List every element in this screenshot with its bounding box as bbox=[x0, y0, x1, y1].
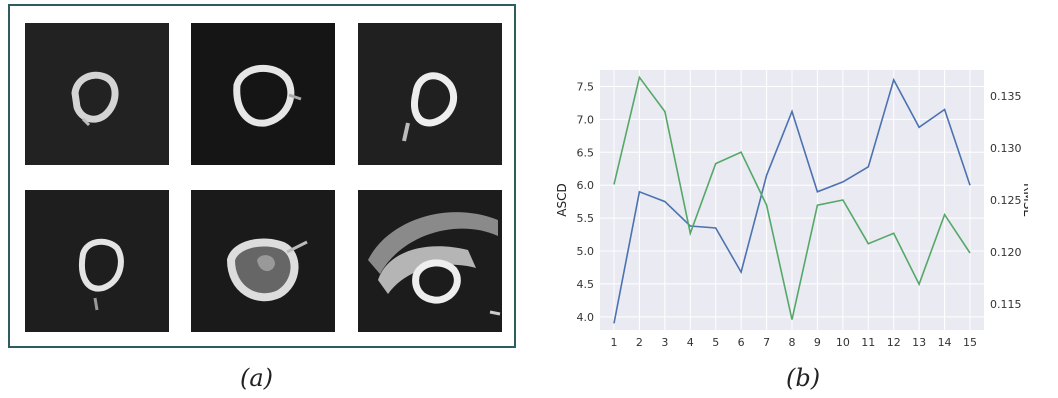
x-tick-label: 2 bbox=[636, 336, 643, 349]
x-tick-label: 5 bbox=[712, 336, 719, 349]
rmse-series-line bbox=[613, 75, 971, 320]
ultrasound-thumbnail bbox=[25, 23, 169, 165]
y-tick-label: 4.0 bbox=[577, 311, 595, 324]
y-tick-label: 5.0 bbox=[577, 245, 595, 258]
x-tick-label: 11 bbox=[861, 336, 875, 349]
x-tick-label: 6 bbox=[738, 336, 745, 349]
ascd-series-line bbox=[613, 77, 971, 324]
caption-a: (a) bbox=[240, 364, 274, 392]
y2-tick-label: 0.115 bbox=[990, 298, 1022, 311]
ultrasound-thumbnail bbox=[191, 190, 335, 332]
x-tick-label: 4 bbox=[687, 336, 694, 349]
image-grid-frame bbox=[8, 4, 516, 348]
ultrasound-thumbnail bbox=[358, 190, 502, 332]
x-tick-label: 12 bbox=[887, 336, 901, 349]
y2-tick-label: 0.135 bbox=[990, 90, 1022, 103]
x-tick-label: 3 bbox=[661, 336, 668, 349]
y2-tick-label: 0.125 bbox=[990, 194, 1022, 207]
y-tick-label: 4.5 bbox=[577, 278, 595, 291]
y-tick-label: 7.0 bbox=[577, 113, 595, 126]
ultrasound-thumbnail bbox=[358, 23, 502, 165]
y2-axis-label: RMSE bbox=[1021, 183, 1028, 217]
caption-b: (b) bbox=[786, 364, 821, 392]
ultrasound-thumbnail bbox=[25, 190, 169, 332]
y-axis-label: ASCD bbox=[555, 183, 569, 216]
x-tick-label: 7 bbox=[763, 336, 770, 349]
y2-tick-label: 0.120 bbox=[990, 246, 1022, 259]
y-tick-label: 6.5 bbox=[577, 146, 595, 159]
x-tick-label: 8 bbox=[789, 336, 796, 349]
x-tick-label: 15 bbox=[963, 336, 977, 349]
ultrasound-thumbnail bbox=[191, 23, 335, 165]
x-tick-label: 14 bbox=[938, 336, 952, 349]
y-tick-label: 7.5 bbox=[577, 80, 595, 93]
y2-tick-label: 0.130 bbox=[990, 142, 1022, 155]
x-tick-label: 9 bbox=[814, 336, 821, 349]
x-tick-label: 13 bbox=[912, 336, 926, 349]
ascd-rmse-line-chart: 1 2 3 4 5 6 7 8 9 10 11 12 13 14 154.04.55.05.56.06.57… bbox=[555, 70, 1028, 349]
y-tick-label: 6.0 bbox=[577, 179, 595, 192]
x-tick-label: 1 bbox=[611, 336, 618, 349]
x-tick-label: 10 bbox=[836, 336, 850, 349]
y-tick-label: 5.5 bbox=[577, 212, 595, 225]
